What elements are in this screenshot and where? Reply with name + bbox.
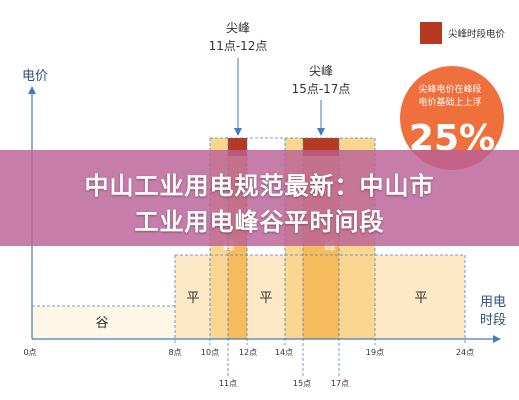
callout-2-range: 15点-17点: [292, 82, 351, 96]
title-banner: [0, 150, 519, 246]
badge-line1: 尖峰电价在峰段: [418, 83, 481, 95]
flat-band-19-24: [375, 255, 465, 339]
x-axis-label-line1: 用电: [480, 295, 506, 310]
tick-24: 24点: [456, 348, 474, 357]
tick-10: 10点: [201, 348, 219, 357]
y-axis-arrow: [28, 86, 36, 94]
legend-swatch: [420, 22, 442, 44]
badge-line2: 电价基础上上浮: [418, 96, 481, 108]
tick-11: 11点: [219, 379, 237, 388]
callout-arrowhead-1: [234, 128, 242, 136]
callout-1-title: 尖峰: [226, 21, 250, 35]
tick-15: 15点: [293, 379, 311, 388]
tick-19: 19点: [366, 348, 384, 357]
legend-label: 尖峰时段电价: [448, 28, 506, 40]
callout-1-range: 11点-12点: [209, 39, 268, 53]
banner-title-line1: 中山工业用电规范最新：中山市: [84, 172, 435, 200]
flat-band-12-14: [247, 255, 285, 339]
tick-14: 14点: [275, 348, 293, 357]
tick-12: 12点: [239, 348, 257, 357]
band-label-flat-1: 平: [186, 291, 199, 306]
tick-8: 8点: [168, 348, 181, 357]
tick-0: 0点: [23, 348, 36, 357]
valley-band: [32, 306, 175, 339]
x-axis-label-line2: 时段: [480, 313, 506, 328]
band-label-valley: 谷: [95, 316, 108, 331]
band-label-flat-2: 平: [259, 291, 272, 306]
banner-title-line2: 工业用电峰谷平时间段: [134, 208, 385, 236]
y-axis-label: 电价: [22, 69, 48, 84]
percent-badge: [400, 66, 504, 170]
band-label-flat-3: 平: [414, 291, 427, 306]
tick-17: 17点: [331, 379, 349, 388]
x-axis-arrow: [493, 335, 501, 343]
callout-arrowhead-2: [317, 128, 325, 136]
flat-band-8-10: [175, 255, 210, 339]
callout-2-title: 尖峰: [309, 64, 333, 78]
